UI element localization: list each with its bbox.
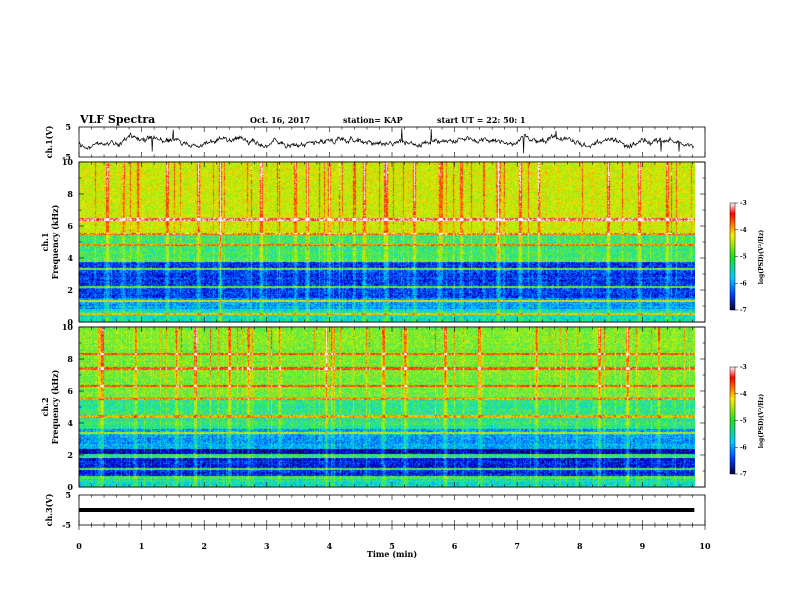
ch1-ytick-bottom: -5 <box>62 152 71 162</box>
y-tick-label: 6 <box>67 221 73 231</box>
colorbar-tick-label: -4 <box>740 391 747 398</box>
x-tick-label: 4 <box>327 541 333 551</box>
start-time-label: start UT = 22: 50: 1 <box>437 115 526 125</box>
ch2-colorbar: -3 -4 -5 -6 -7 log(PSD)(V²/Hz) <box>729 364 765 478</box>
colorbar-tick-label: -3 <box>740 200 747 207</box>
ch2-spectrogram-panel: 0 2 4 6 8 10 ch.2 Frequency (kHz) <box>40 322 706 492</box>
x-tick-label: 9 <box>640 541 646 551</box>
ch3-ytick-top: 5 <box>65 490 71 500</box>
ch2-colorbar-label: log(PSD)(V²/Hz) <box>758 394 765 449</box>
y-tick-label: 4 <box>67 253 73 263</box>
ch1-colorbar-label: log(PSD)(V²/Hz) <box>758 230 765 285</box>
ch1-spec-ylabel-freq: Frequency (kHz) <box>50 204 60 279</box>
time-axis-label: Time (min) <box>367 549 417 559</box>
ch2-spec-ylabel-freq: Frequency (kHz) <box>50 369 60 444</box>
ch3-ylabel: ch.3(V) <box>44 493 54 526</box>
figure-title: VLF Spectra <box>79 113 155 126</box>
y-tick-label: 0 <box>67 317 73 327</box>
ch1-spectrogram-image <box>79 162 695 322</box>
ch1-waveform-panel: 5 -5 ch.1(V) <box>44 122 706 162</box>
x-tick-label: 7 <box>514 541 520 551</box>
x-tick-label: 2 <box>201 541 207 551</box>
colorbar-tick-label: -7 <box>740 471 747 478</box>
y-tick-label: 2 <box>67 285 73 295</box>
ch1-waveform-trace <box>78 128 695 154</box>
date-label: Oct. 16, 2017 <box>250 115 310 125</box>
y-tick-label: 6 <box>67 386 73 396</box>
y-tick-label: 4 <box>67 418 73 428</box>
x-tick-label: 10 <box>699 541 711 551</box>
ch3-waveform-panel: 5 -5 ch.3(V) <box>44 490 706 530</box>
y-tick-label: 8 <box>67 354 73 364</box>
x-tick-label: 8 <box>577 541 583 551</box>
colorbar-tick-label: -4 <box>740 227 747 234</box>
colorbar-tick-label: -6 <box>740 280 747 287</box>
time-axis-tick-labels: 0 1 2 3 4 5 6 7 8 9 10 <box>76 541 711 551</box>
colorbar-tick-label: -7 <box>740 307 747 314</box>
x-tick-label: 3 <box>264 541 270 551</box>
colorbar-tick-label: -6 <box>740 444 747 451</box>
ch1-spec-ylabel: ch.1 <box>40 232 50 251</box>
x-tick-label: 1 <box>139 541 145 551</box>
ch2-spec-ylabel: ch.2 <box>40 397 50 416</box>
ch1-spectrogram-panel: 0 2 4 6 8 10 ch.1 Frequency (kHz) <box>40 157 706 327</box>
colorbar-tick-label: -5 <box>740 418 747 425</box>
colorbar-tick-label: -5 <box>740 254 747 261</box>
colorbar-tick-label: -3 <box>740 364 747 371</box>
ch1-colorbar: -3 -4 -5 -6 -7 log(PSD)(V²/Hz) <box>729 200 765 314</box>
y-tick-label: 0 <box>67 482 73 492</box>
x-tick-label: 6 <box>452 541 458 551</box>
station-label: station= KAP <box>343 115 403 125</box>
ch1-ylabel: ch.1(V) <box>44 125 54 158</box>
y-tick-label: 10 <box>62 157 74 167</box>
y-tick-label: 2 <box>67 450 73 460</box>
ch1-ytick-top: 5 <box>65 122 71 132</box>
ch3-ytick-bottom: -5 <box>62 520 71 530</box>
y-tick-label: 8 <box>67 189 73 199</box>
x-tick-label: 0 <box>76 541 82 551</box>
y-tick-label: 10 <box>62 322 74 332</box>
ch2-spectrogram-image <box>79 327 695 487</box>
x-tick-label: 5 <box>389 541 395 551</box>
